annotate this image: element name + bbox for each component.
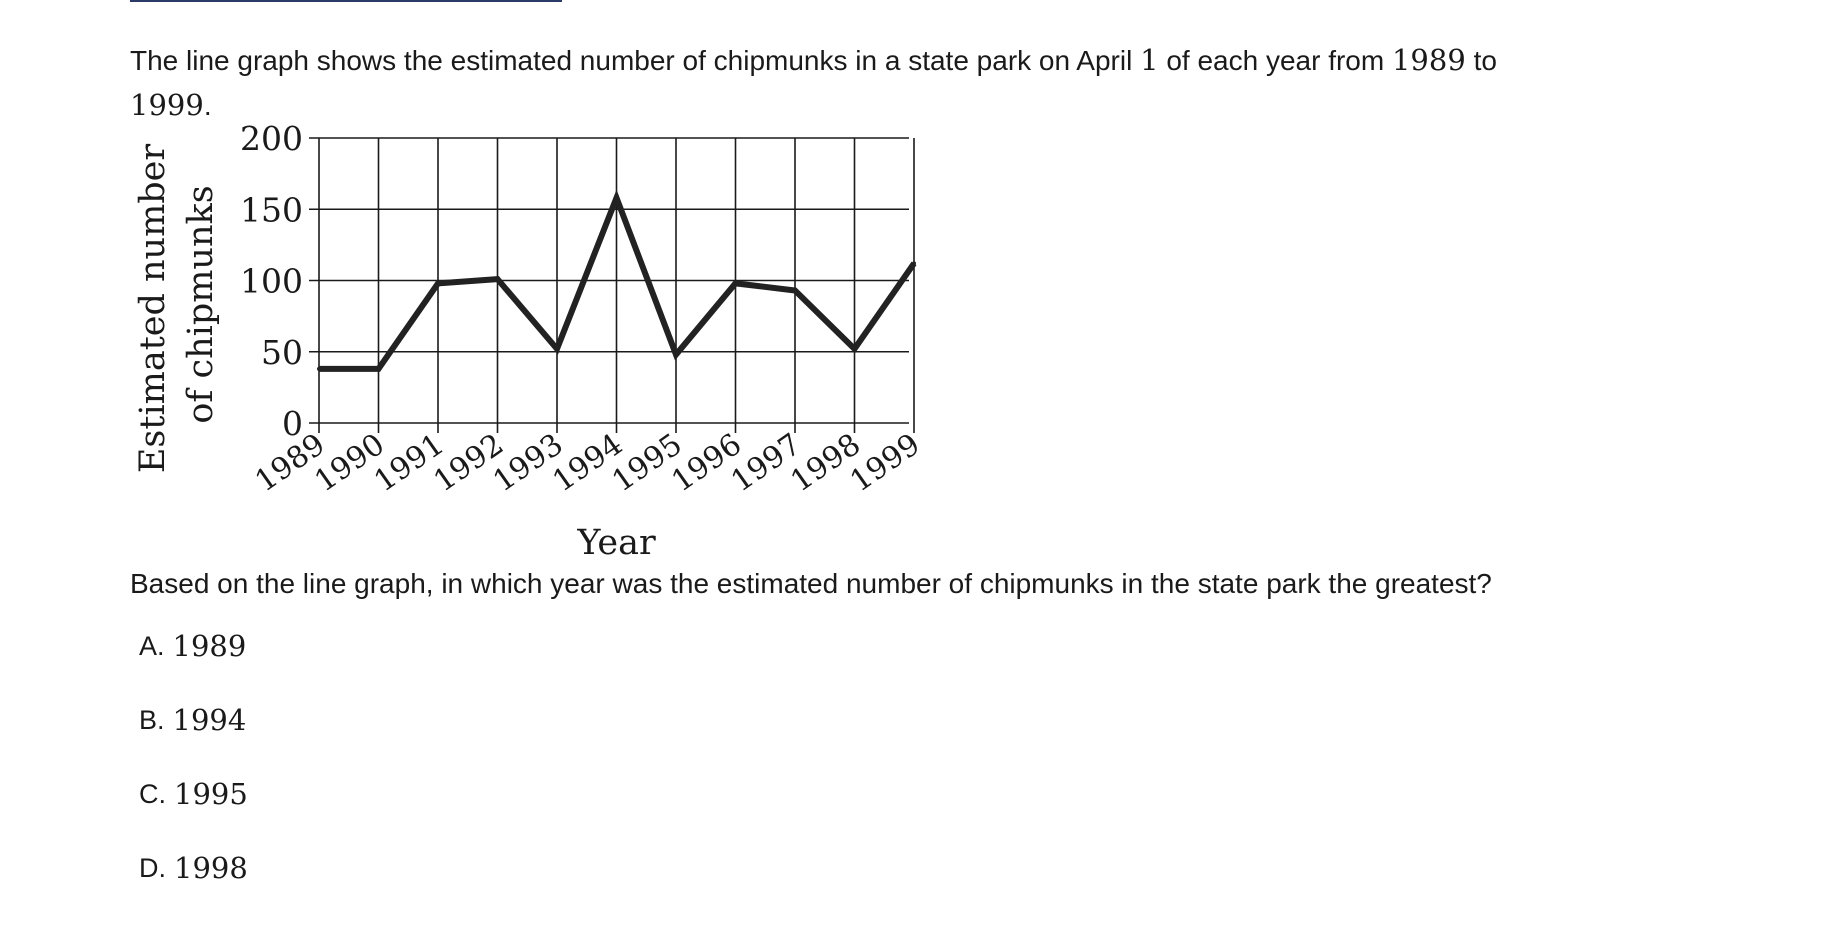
choice-b-text: 1994	[172, 703, 247, 737]
prompt-part-2: of each year from	[1158, 45, 1392, 76]
prompt-number-start-year: 1989	[1391, 43, 1466, 77]
prompt-number-end-year: 1999	[130, 88, 204, 122]
prompt-number-date: 1	[1140, 43, 1159, 77]
answer-choices: A. 1989 B. 1994 C. 1995 D. 1998	[139, 626, 248, 922]
y-tick-label-100: 100	[240, 262, 303, 301]
choice-a-letter: A.	[139, 631, 165, 661]
prompt-text: The line graph shows the estimated numbe…	[130, 38, 1690, 128]
question-text: Based on the line graph, in which year w…	[130, 568, 1492, 599]
prompt-part-1: The line graph shows the estimated numbe…	[130, 45, 1141, 76]
data-point-1992	[495, 277, 500, 282]
y-tick-label-150: 150	[240, 190, 303, 229]
x-axis-title: Year	[576, 523, 656, 563]
choice-d-text: 1998	[174, 851, 248, 885]
line-chart: 0501001502001989199019911992199319941995…	[133, 119, 927, 563]
choice-d[interactable]: D. 1998	[139, 848, 248, 922]
y-tick-label-0: 0	[282, 404, 303, 443]
y-axis-title-line-2: of chipmunks	[181, 185, 221, 423]
y-tick-label-50: 50	[261, 333, 303, 372]
x-tick-label-1999: 1999	[844, 427, 927, 499]
choice-a-text: 1989	[172, 629, 247, 663]
data-point-1997	[793, 288, 797, 293]
prompt-part-4: .	[203, 90, 212, 121]
choice-c-letter: C.	[139, 779, 166, 809]
choice-b[interactable]: B. 1994	[139, 700, 248, 774]
choice-d-letter: D.	[139, 853, 166, 883]
data-point-1994	[614, 195, 619, 200]
choice-c-text: 1995	[174, 777, 248, 811]
data-point-1995	[674, 352, 678, 357]
data-point-1999	[912, 261, 916, 266]
y-axis-title-line-1: Estimated number	[133, 144, 173, 474]
data-point-1989	[317, 366, 321, 371]
chart-container: 0 50 100 150 200 1989 1990 1991 1992 1993 1994 1995…	[120, 118, 950, 568]
choice-c[interactable]: C. 1995	[139, 774, 248, 848]
data-point-1991	[436, 281, 440, 286]
y-tick-label-200: 200	[240, 119, 303, 158]
top-divider	[130, 0, 562, 2]
data-point-1998	[852, 346, 857, 351]
choice-a[interactable]: A. 1989	[139, 626, 248, 700]
choice-b-letter: B.	[139, 705, 165, 735]
data-point-1993	[555, 346, 559, 351]
data-point-1990	[376, 366, 381, 371]
prompt-part-3: to	[1465, 45, 1497, 76]
data-point-1996	[733, 281, 738, 286]
